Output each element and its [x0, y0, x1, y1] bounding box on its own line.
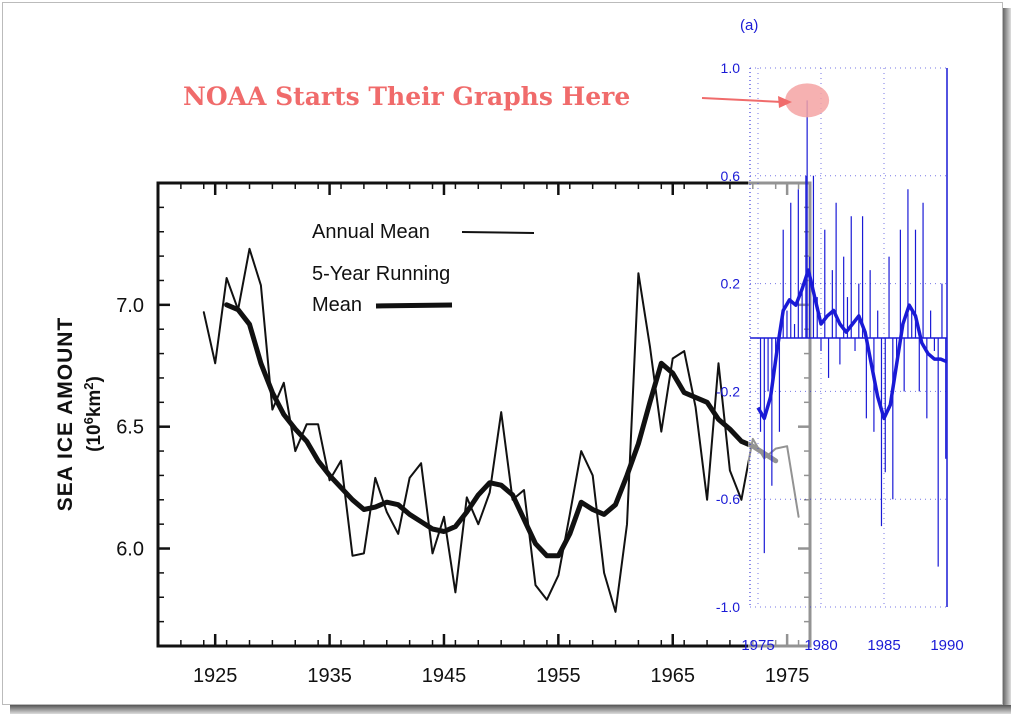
legend-annual-label: Annual Mean [312, 221, 430, 243]
annotation-arrow [701, 97, 783, 103]
smoothed-anomaly-line [756, 268, 948, 421]
highlight-marker [785, 83, 830, 118]
annual-mean-line [202, 247, 800, 613]
x-tick-label: 1990 [930, 637, 963, 654]
x-tick-label: 1985 [867, 637, 900, 654]
x-ticks: 1975 1980 1985 1990 [741, 637, 963, 654]
y-ticks: 1.0 0.6 0.2 -0.2 -0.6 -1.0 [716, 60, 740, 615]
scanned-background [46, 150, 746, 690]
series-layer [202, 247, 800, 613]
y-tick-label: 0.2 [721, 276, 741, 292]
x-tick-label: 1980 [804, 637, 837, 654]
y-tick-label: -0.6 [716, 491, 740, 507]
panel-label: (a) [740, 17, 758, 34]
unit-prefix: (10 [84, 424, 105, 451]
running-mean-line [224, 302, 779, 559]
unit-suffix: ) [84, 376, 105, 382]
y-tick-label: 6.5 [116, 417, 144, 439]
x-ticks: 1925 1935 1945 1955 1965 1975 [180, 183, 810, 687]
frame-shadow-bottom [10, 705, 1011, 714]
annotation: NOAA Starts Their Graphs Here [183, 82, 792, 111]
series-layer [756, 83, 948, 567]
unit-exp2: 2 [81, 382, 96, 389]
x-tick-label: 1955 [536, 665, 581, 687]
y-tick-label: -1.0 [716, 599, 740, 615]
y-tick-label: 6.0 [116, 539, 144, 561]
x-tick-label: 1935 [307, 665, 352, 687]
frame-shadow-right [1003, 8, 1011, 714]
x-tick-label: 1945 [422, 665, 467, 687]
annotation-arrow-head [778, 96, 792, 108]
frame-border [2, 2, 1003, 705]
legend-annual-swatch [461, 231, 535, 234]
x-tick-label: 1965 [650, 665, 695, 687]
annotation-text: NOAA Starts Their Graphs Here [183, 82, 630, 111]
legend: Annual Mean 5-Year Running Mean [312, 221, 535, 316]
legend-running-label-line2: Mean [312, 294, 362, 316]
sea-ice-chart: 6.0 6.5 7.0 1925 1935 1945 1955 1965 1975 SEA I… [46, 150, 812, 690]
y-axis-unit: (106km2) [81, 376, 105, 452]
y-tick-label: 1.0 [721, 60, 741, 76]
y-tick-label: 7.0 [116, 295, 144, 317]
unit-exp1: 6 [81, 417, 96, 424]
y-tick-label: 0.6 [721, 168, 741, 184]
legend-running-swatch [375, 302, 453, 309]
y-tick-label: -0.2 [716, 383, 740, 399]
noaa-anomaly-chart: 1.0 0.6 0.2 -0.2 -0.6 -1.0 1975 1980 1985 1990 (… [716, 17, 964, 660]
x-tick-label: 1975 [765, 665, 810, 687]
unit-mid: km [84, 390, 105, 417]
x-tick-label: 1925 [193, 665, 238, 687]
legend-running-label-line1: 5-Year Running [312, 263, 450, 285]
x-tick-label: 1975 [741, 637, 774, 654]
y-axis-label: SEA ICE AMOUNT [54, 317, 77, 511]
